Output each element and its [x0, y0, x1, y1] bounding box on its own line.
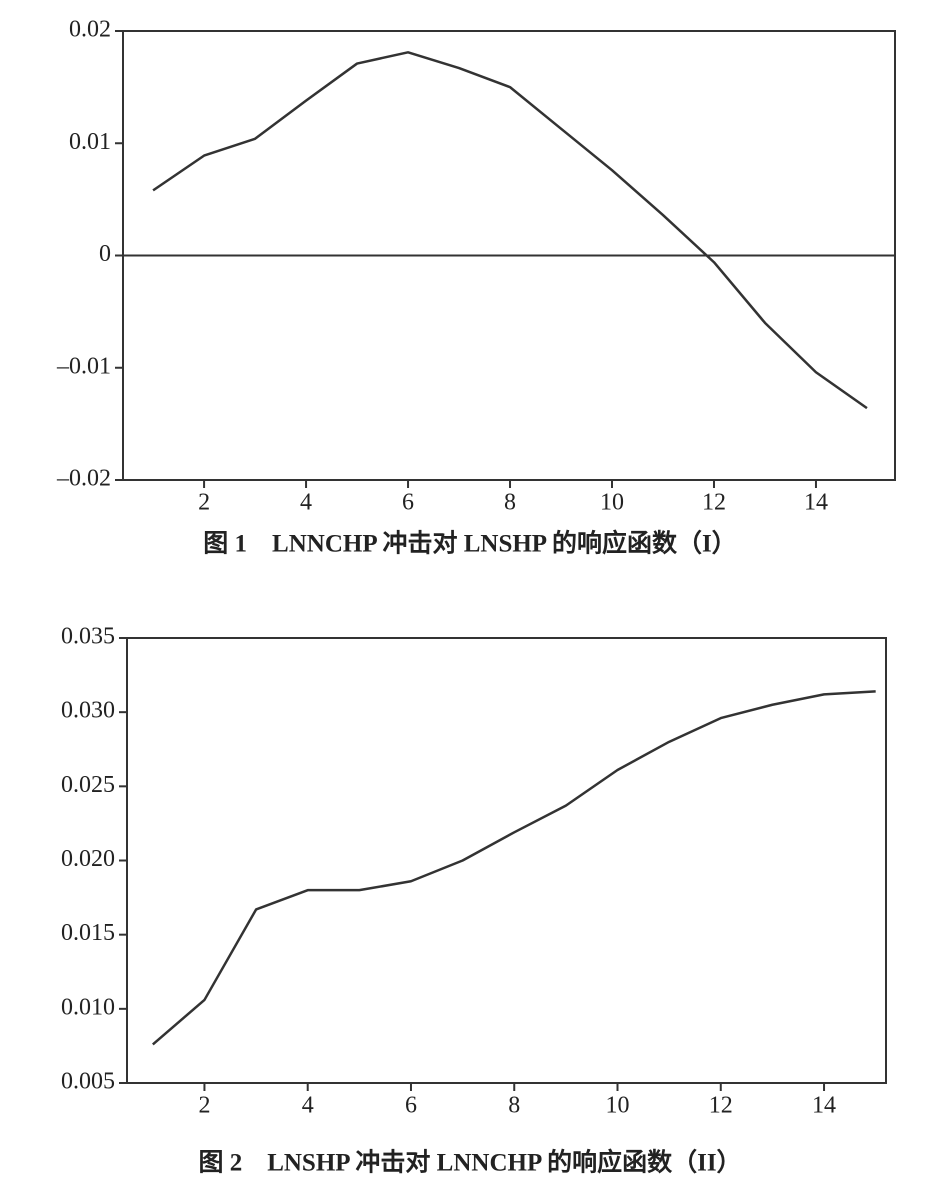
- x-tick-label: 6: [405, 1093, 417, 1119]
- x-tick-label: 8: [504, 490, 516, 516]
- x-tick-label: 4: [300, 490, 312, 516]
- x-tick-label: 2: [198, 1093, 210, 1119]
- y-tick-label: 0.025: [61, 772, 115, 798]
- chart-caption: 图 1 LNNCHP 冲击对 LNSHP 的响应函数（I）: [203, 529, 736, 558]
- y-tick-label: 0.005: [61, 1069, 115, 1095]
- x-tick-label: 4: [302, 1093, 314, 1119]
- y-tick-label: 0.010: [61, 994, 115, 1020]
- chart-caption: 图 2 LNSHP 冲击对 LNNCHP 的响应函数（II）: [198, 1148, 741, 1177]
- line: [151, 690, 876, 1046]
- y-tick-label: 0: [99, 241, 111, 267]
- x-tick-label: 8: [508, 1093, 520, 1119]
- y-tick-label: 0.015: [61, 920, 115, 946]
- x-tick-label: 12: [702, 490, 726, 516]
- y-tick-label: –0.01: [56, 353, 111, 379]
- x-tick-label: 12: [709, 1093, 733, 1119]
- y-tick-label: 0.030: [61, 698, 115, 724]
- y-tick-label: 0.02: [69, 17, 111, 43]
- x-tick-label: 6: [402, 490, 414, 516]
- y-tick-label: 0.035: [61, 624, 115, 650]
- y-tick-label: 0.01: [69, 129, 111, 155]
- x-tick-label: 14: [812, 1093, 836, 1119]
- x-tick-label: 2: [198, 490, 210, 516]
- y-tick-label: –0.02: [56, 466, 111, 492]
- x-tick-label: 10: [600, 490, 624, 516]
- y-tick-label: 0.020: [61, 846, 115, 872]
- x-tick-label: 10: [606, 1093, 630, 1119]
- line: [152, 51, 868, 410]
- x-tick-label: 14: [804, 490, 828, 516]
